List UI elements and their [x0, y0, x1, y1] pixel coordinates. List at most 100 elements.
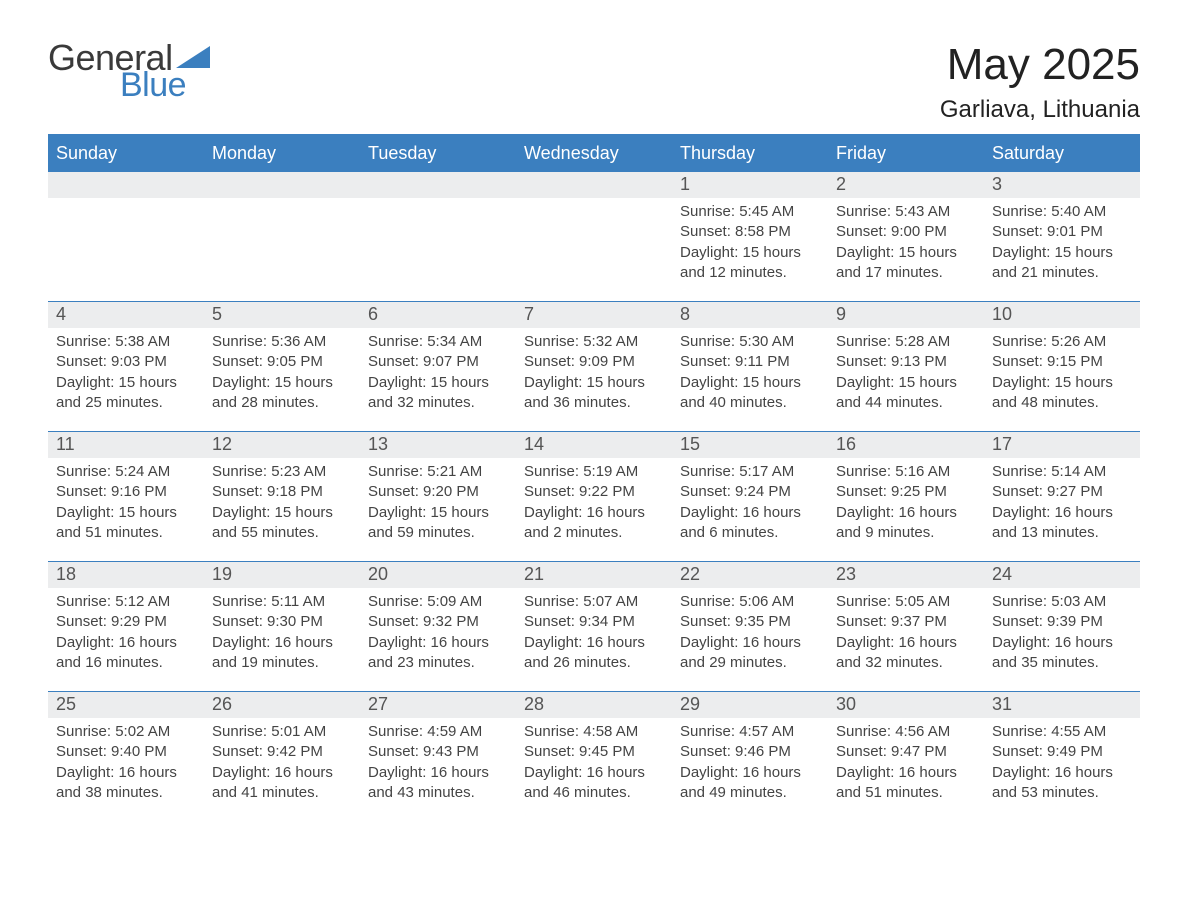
- day-number-cell: 30: [828, 692, 984, 718]
- sunset-line: Sunset: 9:46 PM: [680, 742, 820, 762]
- day-number-cell: 18: [48, 562, 204, 588]
- daylight-line: Daylight: 16 hours: [992, 503, 1132, 523]
- day-details-cell: Sunrise: 5:09 AMSunset: 9:32 PMDaylight:…: [360, 588, 516, 691]
- daylight-line: and 13 minutes.: [992, 523, 1132, 543]
- sunset-line: Sunset: 9:20 PM: [368, 482, 508, 502]
- sunset-line: Sunset: 9:09 PM: [524, 352, 664, 372]
- day-number-cell: [204, 172, 360, 198]
- sunrise-line: Sunrise: 5:06 AM: [680, 592, 820, 612]
- daylight-line: Daylight: 15 hours: [56, 503, 196, 523]
- daylight-line: and 41 minutes.: [212, 783, 352, 803]
- sunset-line: Sunset: 9:42 PM: [212, 742, 352, 762]
- day-details-cell: [48, 198, 204, 301]
- day-details-cell: Sunrise: 4:59 AMSunset: 9:43 PMDaylight:…: [360, 718, 516, 821]
- daylight-line: and 32 minutes.: [836, 653, 976, 673]
- daylight-line: and 32 minutes.: [368, 393, 508, 413]
- day-details-cell: Sunrise: 5:30 AMSunset: 9:11 PMDaylight:…: [672, 328, 828, 431]
- weekday-header-cell: Friday: [828, 136, 984, 171]
- daylight-line: and 28 minutes.: [212, 393, 352, 413]
- sunset-line: Sunset: 9:34 PM: [524, 612, 664, 632]
- sunrise-line: Sunrise: 5:03 AM: [992, 592, 1132, 612]
- daylight-line: and 17 minutes.: [836, 263, 976, 283]
- daylight-line: and 2 minutes.: [524, 523, 664, 543]
- daylight-line: Daylight: 16 hours: [992, 763, 1132, 783]
- day-details-cell: Sunrise: 5:28 AMSunset: 9:13 PMDaylight:…: [828, 328, 984, 431]
- weekday-header-cell: Saturday: [984, 136, 1140, 171]
- daylight-line: and 21 minutes.: [992, 263, 1132, 283]
- daylight-line: Daylight: 16 hours: [680, 633, 820, 653]
- daylight-line: Daylight: 16 hours: [212, 763, 352, 783]
- daylight-line: and 38 minutes.: [56, 783, 196, 803]
- sunset-line: Sunset: 9:22 PM: [524, 482, 664, 502]
- sunset-line: Sunset: 9:37 PM: [836, 612, 976, 632]
- daylight-line: Daylight: 15 hours: [56, 373, 196, 393]
- calendar-week: 25262728293031Sunrise: 5:02 AMSunset: 9:…: [48, 691, 1140, 821]
- day-details-cell: Sunrise: 5:07 AMSunset: 9:34 PMDaylight:…: [516, 588, 672, 691]
- day-number-cell: 1: [672, 172, 828, 198]
- day-number-cell: 22: [672, 562, 828, 588]
- day-number-cell: 10: [984, 302, 1140, 328]
- sunset-line: Sunset: 9:27 PM: [992, 482, 1132, 502]
- daylight-line: and 16 minutes.: [56, 653, 196, 673]
- sunset-line: Sunset: 9:15 PM: [992, 352, 1132, 372]
- day-details-cell: Sunrise: 5:36 AMSunset: 9:05 PMDaylight:…: [204, 328, 360, 431]
- day-details-cell: Sunrise: 4:58 AMSunset: 9:45 PMDaylight:…: [516, 718, 672, 821]
- daylight-line: and 48 minutes.: [992, 393, 1132, 413]
- day-details-cell: Sunrise: 5:23 AMSunset: 9:18 PMDaylight:…: [204, 458, 360, 561]
- day-details-cell: Sunrise: 5:14 AMSunset: 9:27 PMDaylight:…: [984, 458, 1140, 561]
- daylight-line: and 59 minutes.: [368, 523, 508, 543]
- day-number-cell: 2: [828, 172, 984, 198]
- day-number-row: 18192021222324: [48, 562, 1140, 588]
- sunset-line: Sunset: 9:35 PM: [680, 612, 820, 632]
- brand-logo: General Blue: [48, 40, 210, 102]
- day-number-cell: 9: [828, 302, 984, 328]
- day-number-cell: 24: [984, 562, 1140, 588]
- daylight-line: Daylight: 16 hours: [524, 503, 664, 523]
- day-number-row: 25262728293031: [48, 692, 1140, 718]
- daylight-line: and 9 minutes.: [836, 523, 976, 543]
- day-details-cell: Sunrise: 5:03 AMSunset: 9:39 PMDaylight:…: [984, 588, 1140, 691]
- day-details-cell: Sunrise: 5:12 AMSunset: 9:29 PMDaylight:…: [48, 588, 204, 691]
- sunset-line: Sunset: 9:24 PM: [680, 482, 820, 502]
- daylight-line: Daylight: 16 hours: [368, 763, 508, 783]
- title-block: May 2025 Garliava, Lithuania: [940, 40, 1140, 124]
- weeks-container: 123Sunrise: 5:45 AMSunset: 8:58 PMDaylig…: [48, 171, 1140, 821]
- daylight-line: and 51 minutes.: [56, 523, 196, 543]
- sunrise-line: Sunrise: 5:16 AM: [836, 462, 976, 482]
- sunrise-line: Sunrise: 5:26 AM: [992, 332, 1132, 352]
- day-number-cell: 6: [360, 302, 516, 328]
- sunset-line: Sunset: 9:25 PM: [836, 482, 976, 502]
- sunrise-line: Sunrise: 5:09 AM: [368, 592, 508, 612]
- day-details-cell: Sunrise: 5:38 AMSunset: 9:03 PMDaylight:…: [48, 328, 204, 431]
- daylight-line: Daylight: 16 hours: [368, 633, 508, 653]
- sunrise-line: Sunrise: 5:17 AM: [680, 462, 820, 482]
- sunset-line: Sunset: 9:32 PM: [368, 612, 508, 632]
- sunrise-line: Sunrise: 5:36 AM: [212, 332, 352, 352]
- day-details-cell: Sunrise: 5:02 AMSunset: 9:40 PMDaylight:…: [48, 718, 204, 821]
- sunset-line: Sunset: 9:13 PM: [836, 352, 976, 372]
- day-number-cell: 28: [516, 692, 672, 718]
- page-header: General Blue May 2025 Garliava, Lithuani…: [48, 40, 1140, 124]
- day-number-cell: 26: [204, 692, 360, 718]
- sunrise-line: Sunrise: 4:55 AM: [992, 722, 1132, 742]
- day-details-cell: Sunrise: 5:11 AMSunset: 9:30 PMDaylight:…: [204, 588, 360, 691]
- daylight-line: and 29 minutes.: [680, 653, 820, 673]
- sunset-line: Sunset: 9:00 PM: [836, 222, 976, 242]
- sunrise-line: Sunrise: 5:05 AM: [836, 592, 976, 612]
- day-details-cell: Sunrise: 4:56 AMSunset: 9:47 PMDaylight:…: [828, 718, 984, 821]
- day-details-cell: Sunrise: 5:16 AMSunset: 9:25 PMDaylight:…: [828, 458, 984, 561]
- day-details-cell: [516, 198, 672, 301]
- calendar-week: 45678910Sunrise: 5:38 AMSunset: 9:03 PMD…: [48, 301, 1140, 431]
- sunrise-line: Sunrise: 5:38 AM: [56, 332, 196, 352]
- weekday-header-cell: Sunday: [48, 136, 204, 171]
- daylight-line: Daylight: 15 hours: [836, 373, 976, 393]
- day-number-cell: 25: [48, 692, 204, 718]
- day-number-cell: 13: [360, 432, 516, 458]
- sunset-line: Sunset: 9:29 PM: [56, 612, 196, 632]
- sunrise-line: Sunrise: 5:45 AM: [680, 202, 820, 222]
- day-details-cell: Sunrise: 5:05 AMSunset: 9:37 PMDaylight:…: [828, 588, 984, 691]
- sunrise-line: Sunrise: 5:30 AM: [680, 332, 820, 352]
- day-details-cell: Sunrise: 5:32 AMSunset: 9:09 PMDaylight:…: [516, 328, 672, 431]
- sunrise-line: Sunrise: 5:07 AM: [524, 592, 664, 612]
- day-details-cell: Sunrise: 4:55 AMSunset: 9:49 PMDaylight:…: [984, 718, 1140, 821]
